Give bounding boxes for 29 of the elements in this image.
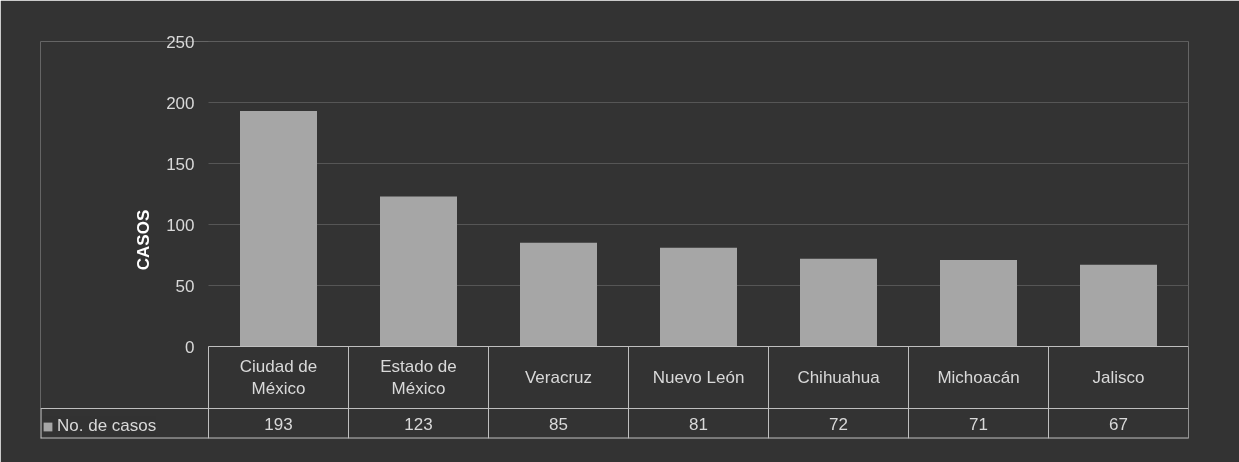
y-tick-label: 200 <box>166 93 195 113</box>
data-label: 123 <box>404 414 433 434</box>
bar <box>240 111 317 347</box>
bar <box>940 259 1017 347</box>
data-label: 85 <box>549 414 568 434</box>
x-tick-label: Estado de México <box>380 357 457 398</box>
y-tick-label: 50 <box>175 276 195 296</box>
bar <box>660 247 737 347</box>
bar <box>520 242 597 347</box>
x-tick-label: Veracruz <box>524 368 593 387</box>
x-tick-label: Jalisco <box>1092 368 1145 387</box>
bar <box>1080 264 1157 347</box>
x-tick-label: Michoacán <box>937 368 1020 387</box>
data-label: 81 <box>689 414 708 434</box>
y-tick-label: 100 <box>166 215 195 235</box>
data-label: 193 <box>264 414 293 434</box>
y-axis-title: CASOS <box>134 209 154 271</box>
data-label: 72 <box>829 414 848 434</box>
bar <box>800 258 877 347</box>
data-label: 71 <box>969 414 988 434</box>
y-tick-label: 250 <box>166 32 195 52</box>
data-label: 67 <box>1109 414 1128 434</box>
x-tick-label: Nuevo León <box>652 368 745 387</box>
x-tick-label: Ciudad de México <box>239 357 318 398</box>
bar <box>380 196 457 347</box>
x-tick-label: Chihuahua <box>797 368 881 387</box>
y-tick-label: 150 <box>166 154 195 174</box>
legend-label: No. de casos <box>57 416 157 436</box>
y-tick-label: 0 <box>185 337 195 357</box>
